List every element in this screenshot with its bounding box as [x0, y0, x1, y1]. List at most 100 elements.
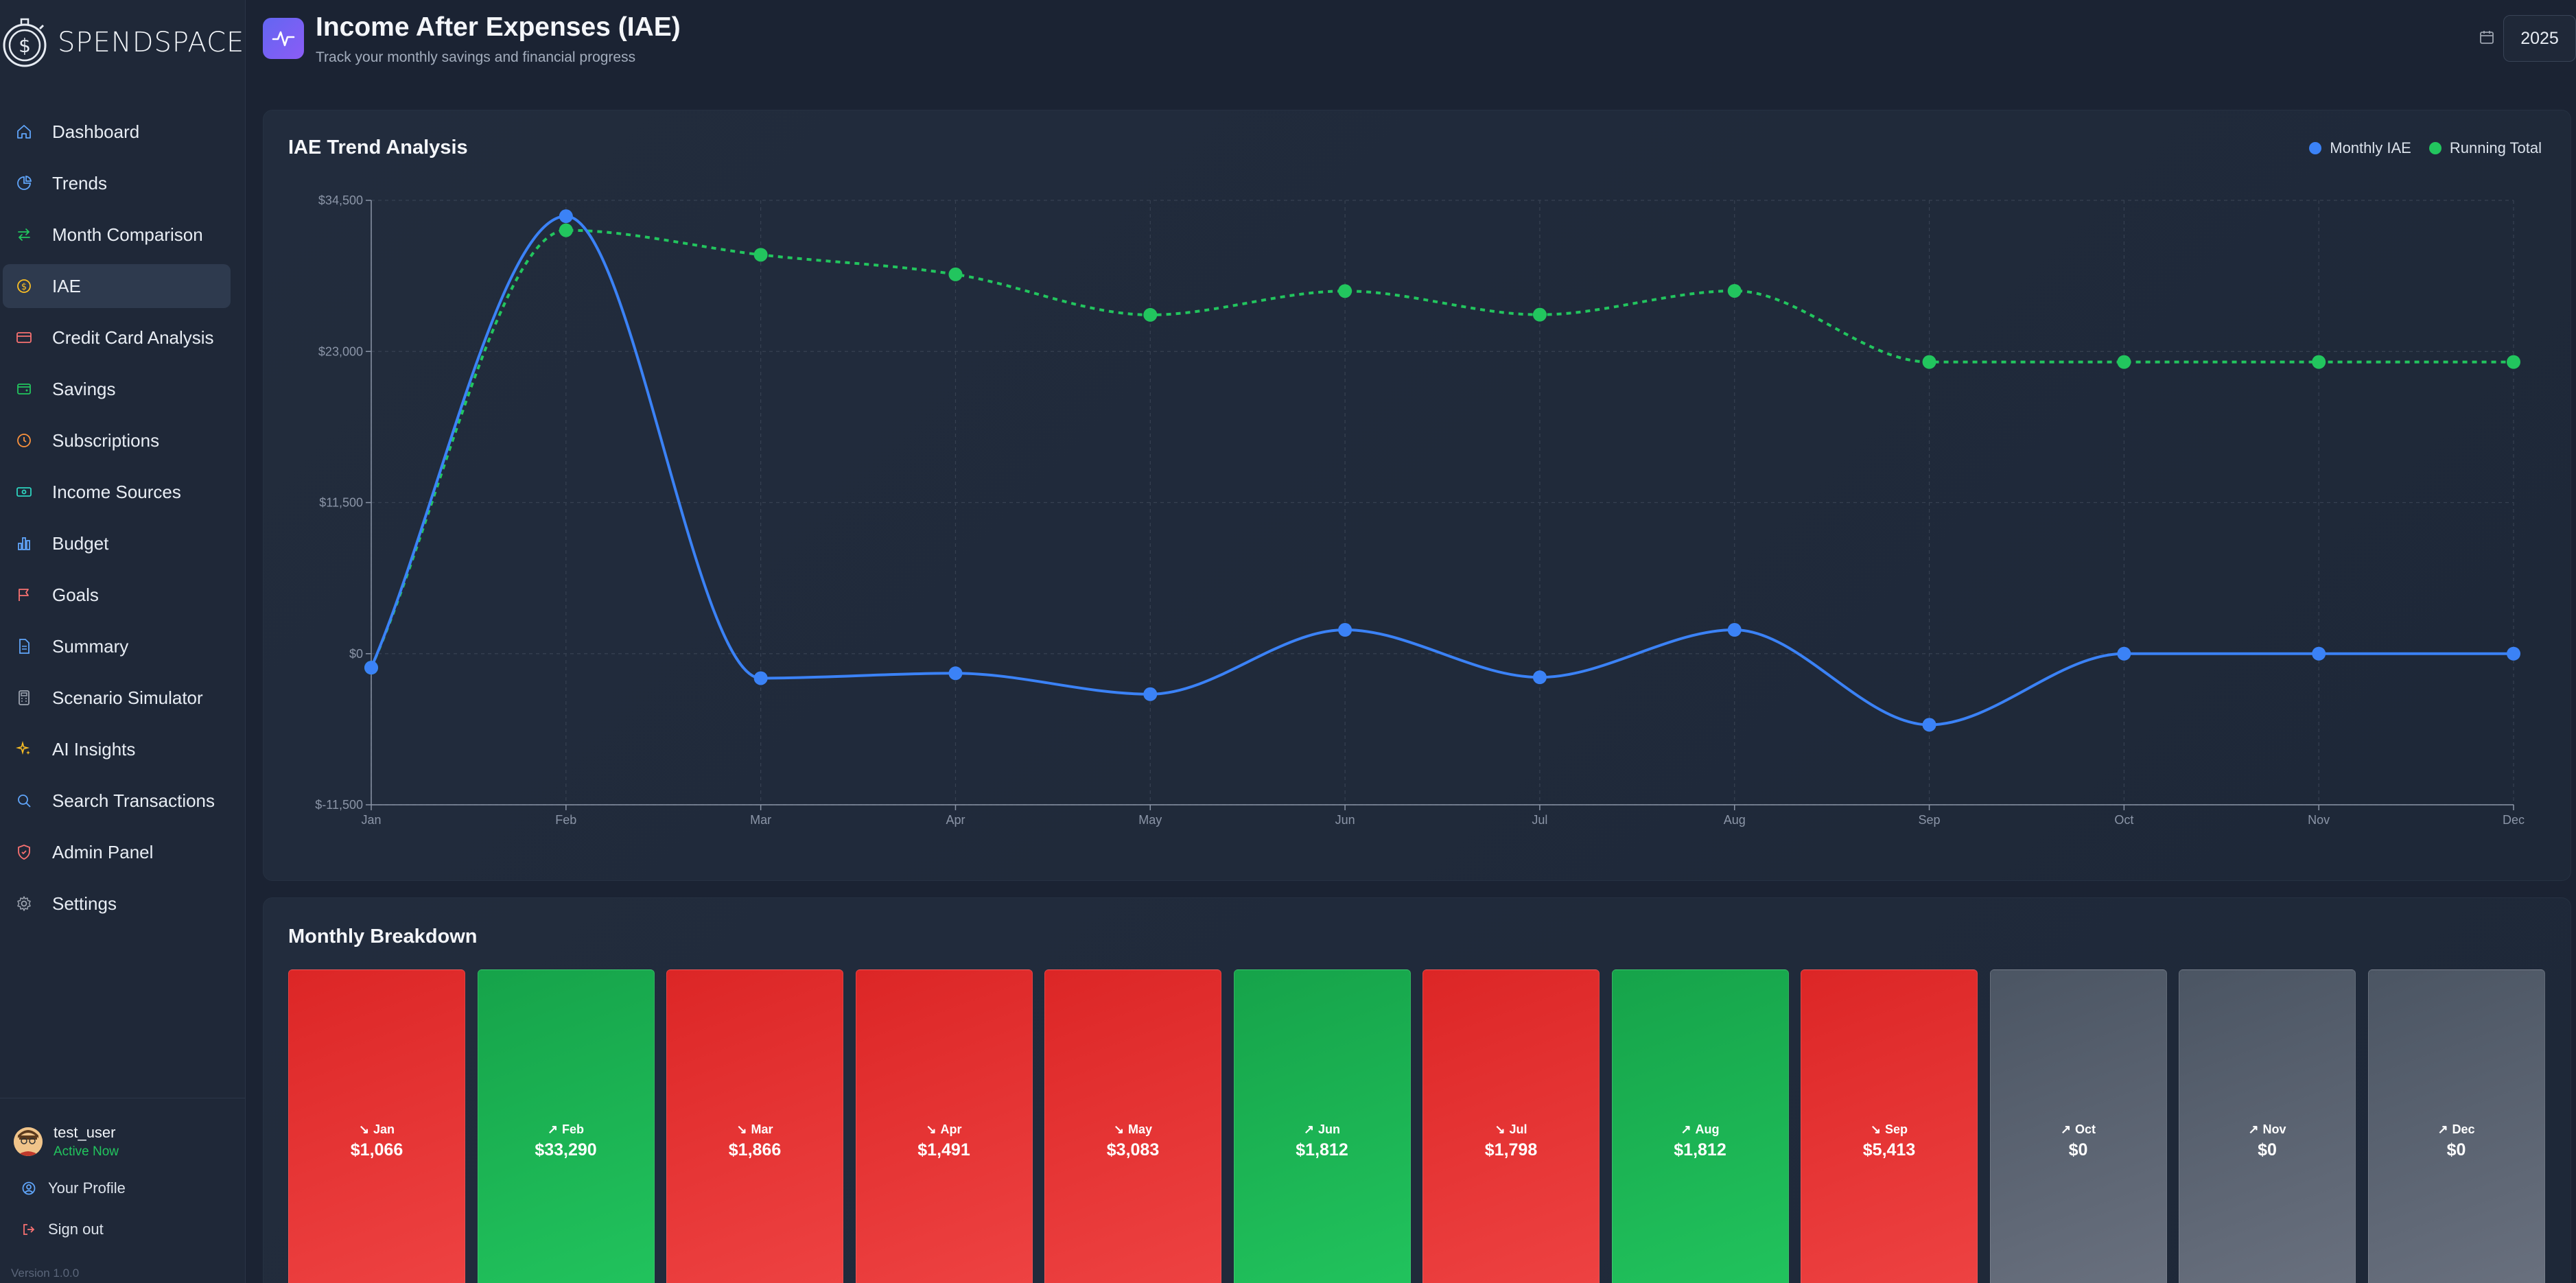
flag-icon [14, 585, 34, 605]
y-tick-label: $-11,500 [315, 798, 363, 812]
month-card-feb[interactable]: ↗ Feb $33,290 [477, 969, 655, 1283]
data-point-monthly-iae [2312, 646, 2326, 661]
month-card-dec[interactable]: ↗ Dec $0 [2367, 969, 2545, 1283]
month-card-jul[interactable]: ↘ Jul $1,798 [1422, 969, 1600, 1283]
sidebar-item-label: Scenario Simulator [52, 687, 203, 708]
clock-icon [14, 430, 34, 451]
sidebar-item-label: Summary [52, 635, 129, 657]
avatar [14, 1127, 43, 1156]
month-name: Jan [373, 1122, 395, 1136]
sidebar-item-month-comparison[interactable]: Month Comparison [3, 213, 231, 257]
month-value: $5,413 [1862, 1140, 1916, 1160]
wallet-icon [14, 379, 34, 399]
x-tick-label: Apr [946, 813, 965, 827]
sidebar-item-budget[interactable]: Budget [3, 521, 231, 565]
trend-arrow-icon: ↗ [1303, 1122, 1315, 1136]
data-point-running-total [1143, 307, 1158, 322]
trend-arrow-icon: ↗ [1681, 1122, 1691, 1136]
iae-trend-card: $-11,500 $0 $11,500 $23,000 $34,500 Jan Feb Mar… [263, 110, 2571, 881]
legend-dot [2428, 142, 2442, 154]
sidebar-item-scenario-simulator[interactable]: Scenario Simulator [3, 676, 231, 720]
sidebar-nav: Dashboard Trends Month Comparison $ IAE Credi… [0, 110, 246, 933]
legend-label: Monthly IAE [2330, 139, 2411, 156]
x-tick-label: Sep [1919, 813, 1941, 827]
sidebar-item-label: AI Insights [52, 738, 136, 760]
month-value: $1,798 [1484, 1140, 1538, 1160]
x-tick-label: Feb [555, 813, 576, 827]
sidebar-item-ai-insights[interactable]: AI Insights [3, 727, 231, 771]
sidebar-item-subscriptions[interactable]: Subscriptions [3, 419, 231, 462]
x-tick-label: Jul [1532, 813, 1547, 827]
data-point-running-total [1727, 283, 1742, 298]
month-card-jan[interactable]: ↘ Jan $1,066 [288, 969, 465, 1283]
month-card-mar[interactable]: ↘ Mar $1,866 [666, 969, 843, 1283]
month-label: ↘ May [1045, 1122, 1221, 1137]
data-point-running-total [2117, 355, 2131, 369]
trend-arrow-icon: ↘ [358, 1122, 370, 1136]
month-card-oct[interactable]: ↗ Oct $0 [1989, 969, 2167, 1283]
monthly-breakdown-card: Monthly Breakdown ↘ Jan $1,066 ↗ Feb $33,290 ↘… [263, 897, 2571, 1283]
month-name: Feb [562, 1122, 585, 1136]
svg-text:$: $ [21, 282, 27, 292]
month-name: Jul [1509, 1122, 1527, 1136]
month-card-apr[interactable]: ↘ Apr $1,491 [855, 969, 1033, 1283]
sidebar-item-income-sources[interactable]: Income Sources [3, 470, 231, 514]
your-profile-label: Your Profile [48, 1179, 126, 1197]
data-point-monthly-iae [1338, 623, 1353, 637]
document-icon [14, 636, 34, 657]
sidebar-item-label: Savings [52, 378, 116, 399]
sidebar-item-trends[interactable]: Trends [3, 161, 231, 205]
sidebar-item-savings[interactable]: Savings [3, 367, 231, 411]
data-point-monthly-iae [2117, 646, 2131, 661]
legend-item-running-total[interactable]: Running Total [2428, 139, 2542, 157]
data-point-monthly-iae [364, 661, 378, 675]
brand-name: SPENDSPACE [58, 27, 245, 58]
sidebar-item-search-transactions[interactable]: Search Transactions [3, 779, 231, 823]
sidebar-item-iae[interactable]: $ IAE [3, 264, 231, 308]
sidebar-item-admin-panel[interactable]: Admin Panel [3, 830, 231, 874]
sidebar-item-dashboard[interactable]: Dashboard [3, 110, 231, 154]
x-tick-label: May [1138, 813, 1162, 827]
data-point-running-total [1922, 355, 1936, 369]
month-card-jun[interactable]: ↗ Jun $1,812 [1233, 969, 1411, 1283]
month-label: ↗ Oct [1991, 1122, 2166, 1137]
sidebar-item-goals[interactable]: Goals [3, 573, 231, 617]
legend-item-monthly-iae[interactable]: Monthly IAE [2309, 139, 2411, 157]
month-value: $1,812 [1296, 1140, 1348, 1160]
month-label: ↗ Jun [1234, 1122, 1410, 1137]
data-point-monthly-iae [948, 666, 963, 681]
month-card-sep[interactable]: ↘ Sep $5,413 [1801, 969, 1978, 1283]
month-card-may[interactable]: ↘ May $3,083 [1044, 969, 1221, 1283]
brand-logo[interactable]: $ SPENDSPACE [0, 15, 244, 70]
sign-out-link[interactable]: Sign out [22, 1221, 104, 1238]
sidebar-item-summary[interactable]: Summary [3, 624, 231, 668]
month-card-nov[interactable]: ↗ Nov $0 [2179, 969, 2356, 1283]
calculator-icon [14, 687, 34, 708]
month-name: Apr [940, 1122, 962, 1136]
month-value: $1,491 [917, 1140, 970, 1160]
gear-icon [14, 893, 34, 914]
chart-title: IAE Trend Analysis [288, 137, 468, 158]
sidebar-item-label: Admin Panel [52, 841, 154, 862]
month-label: ↗ Nov [2179, 1122, 2355, 1137]
month-name: Aug [1695, 1122, 1720, 1136]
y-tick-label: $0 [349, 647, 363, 661]
credit-card-icon [14, 327, 34, 348]
month-name: Mar [751, 1122, 773, 1136]
month-card-aug[interactable]: ↗ Aug $1,812 [1611, 969, 1789, 1283]
trend-arrow-icon: ↗ [2060, 1122, 2072, 1136]
your-profile-link[interactable]: Your Profile [22, 1179, 126, 1197]
sidebar-item-label: Trends [52, 172, 107, 193]
sidebar-item-label: Credit Card Analysis [52, 327, 214, 348]
legend-label: Running Total [2449, 139, 2542, 156]
x-tick-label: Jan [361, 813, 381, 827]
sidebar-item-settings[interactable]: Settings [3, 882, 231, 926]
data-point-running-total [2507, 355, 2520, 369]
sidebar-item-credit-card-analysis[interactable]: Credit Card Analysis [3, 316, 231, 360]
user-info[interactable]: test_user Active Now [14, 1124, 119, 1160]
month-label: ↘ Apr [856, 1122, 1032, 1137]
iae-trend-chart: $-11,500 $0 $11,500 $23,000 $34,500 Jan Feb Mar… [315, 193, 2525, 827]
month-label: ↘ Jan [289, 1122, 465, 1137]
year-select[interactable]: 2025 [2503, 15, 2576, 62]
y-tick-label: $34,500 [318, 193, 363, 207]
